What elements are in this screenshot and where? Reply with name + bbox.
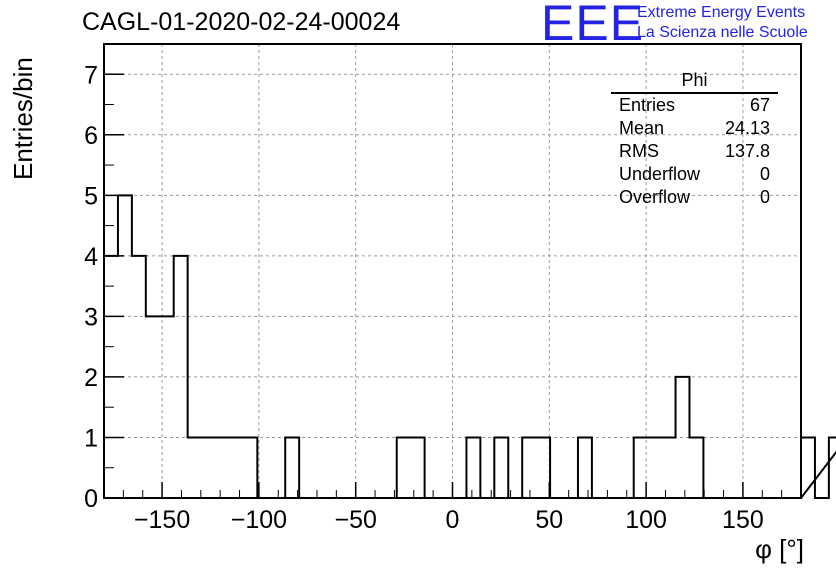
histogram-bin bbox=[578, 437, 592, 498]
histogram-bin bbox=[229, 437, 243, 498]
histogram-bin bbox=[522, 437, 536, 498]
stats-row-rms: RMS 137.8 bbox=[611, 140, 778, 163]
x-tick-label: −50 bbox=[334, 506, 376, 534]
stats-value: 0 bbox=[759, 164, 770, 184]
histogram-bin bbox=[397, 437, 411, 498]
stats-value: 24.13 bbox=[724, 118, 770, 138]
stats-label: Entries bbox=[619, 95, 676, 115]
stats-label: RMS bbox=[619, 141, 659, 161]
x-tick-label: 100 bbox=[625, 506, 667, 534]
stats-row-entries: Entries 67 bbox=[611, 94, 778, 117]
y-tick-label: 0 bbox=[84, 485, 98, 513]
histogram-bin bbox=[243, 437, 257, 498]
axis-ticks bbox=[104, 73, 783, 499]
stats-row-underflow: Underflow 0 bbox=[611, 163, 778, 186]
histogram-bin bbox=[466, 437, 480, 498]
histogram-bin bbox=[132, 256, 146, 498]
y-tick-label: 4 bbox=[84, 243, 98, 271]
histogram-bin bbox=[411, 437, 425, 498]
stats-value: 67 bbox=[749, 95, 770, 115]
histogram-bin bbox=[648, 437, 662, 498]
histogram-bin bbox=[146, 316, 160, 498]
stats-title: Phi bbox=[611, 70, 778, 94]
x-tick-label: 150 bbox=[722, 506, 764, 534]
y-axis-label: Entries/bin bbox=[8, 57, 38, 180]
logo-subtitle-1: Extreme Energy Events bbox=[637, 4, 806, 21]
histogram-bin bbox=[662, 437, 676, 498]
y-tick-label: 6 bbox=[84, 122, 98, 150]
stats-row-overflow: Overflow 0 bbox=[611, 186, 778, 209]
x-axis-label: φ [°] bbox=[755, 534, 804, 564]
histogram-bin bbox=[829, 437, 836, 498]
histogram-bin bbox=[118, 195, 132, 498]
y-tick-label: 3 bbox=[84, 303, 98, 331]
stats-label: Overflow bbox=[619, 187, 691, 207]
histogram-bin bbox=[536, 437, 550, 498]
stats-label: Underflow bbox=[619, 164, 701, 184]
eee-logo: EEE bbox=[541, 0, 645, 51]
stats-row-mean: Mean 24.13 bbox=[611, 117, 778, 140]
histogram-bin bbox=[202, 437, 216, 498]
histogram-bin bbox=[689, 437, 703, 498]
histogram-bin bbox=[188, 437, 202, 498]
chart-title: CAGL-01-2020-02-24-00024 bbox=[82, 8, 401, 36]
y-tick-label: 7 bbox=[84, 61, 98, 89]
stats-value: 0 bbox=[759, 187, 770, 207]
grid-lines bbox=[104, 44, 801, 498]
stats-box: Phi Entries 67 Mean 24.13 RMS 137.8 Underfl… bbox=[611, 70, 778, 209]
histogram-bin bbox=[285, 437, 299, 498]
axis-tick-labels: −150 −100 −50 0 50 100 150 0 1 2 3 4 5 6 7 bbox=[84, 61, 764, 534]
x-tick-label: −150 bbox=[134, 506, 190, 534]
y-tick-label: 1 bbox=[84, 424, 98, 452]
histogram-bin bbox=[494, 437, 508, 498]
y-tick-label: 2 bbox=[84, 364, 98, 392]
histogram-bin bbox=[216, 437, 230, 498]
x-tick-label: −100 bbox=[231, 506, 287, 534]
histogram-bin bbox=[174, 256, 188, 498]
x-tick-label: 0 bbox=[446, 506, 460, 534]
y-tick-label: 5 bbox=[84, 182, 98, 210]
stats-value: 137.8 bbox=[724, 141, 770, 161]
logo-subtitle-2: La Scienza nelle Scuole bbox=[637, 24, 808, 41]
x-tick-label: 50 bbox=[535, 506, 563, 534]
stats-label: Mean bbox=[619, 118, 665, 138]
